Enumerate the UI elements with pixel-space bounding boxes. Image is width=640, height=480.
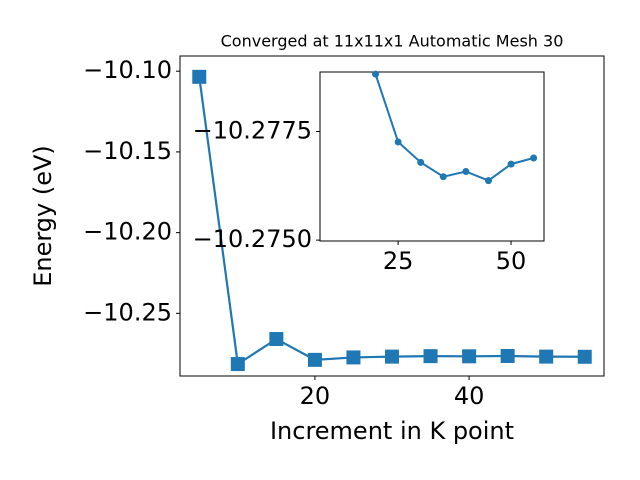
data-line [374,73,534,182]
y-tick-label: −10.25 [83,298,172,326]
data-point [394,138,402,146]
data-point [462,349,477,364]
x-tick-label: 50 [496,247,527,275]
y-tick-label: −10.2750 [193,225,312,253]
data-point [230,357,245,372]
inset-frame [319,71,545,242]
x-tick-label: 20 [300,382,331,410]
data-point [577,349,592,364]
x-tick-label: 40 [454,382,485,410]
data-point [500,348,515,363]
data-point [484,177,492,185]
data-point [346,350,361,365]
y-tick-label: −10.2775 [193,117,312,145]
data-point [385,349,399,364]
data-point [372,70,380,78]
y-tick-label: −10.15 [83,137,172,165]
data-point [439,173,447,181]
x-tick-label: 25 [383,247,414,275]
data-point [192,69,207,84]
data-point [417,158,425,166]
y-tick-label: −10.20 [83,218,172,246]
data-point [507,160,515,168]
data-point [530,154,538,162]
data-point [462,167,470,175]
data-point [307,352,322,367]
data-point [269,332,284,347]
chart-title: Converged at 11x11x1 Automatic Mesh 30 [221,32,564,51]
y-tick-label: −10.10 [83,56,172,84]
x-axis-label: Increment in K point [270,417,514,445]
data-point [539,349,554,364]
y-axis-label: Energy (eV) [29,145,57,287]
data-point [423,349,438,364]
